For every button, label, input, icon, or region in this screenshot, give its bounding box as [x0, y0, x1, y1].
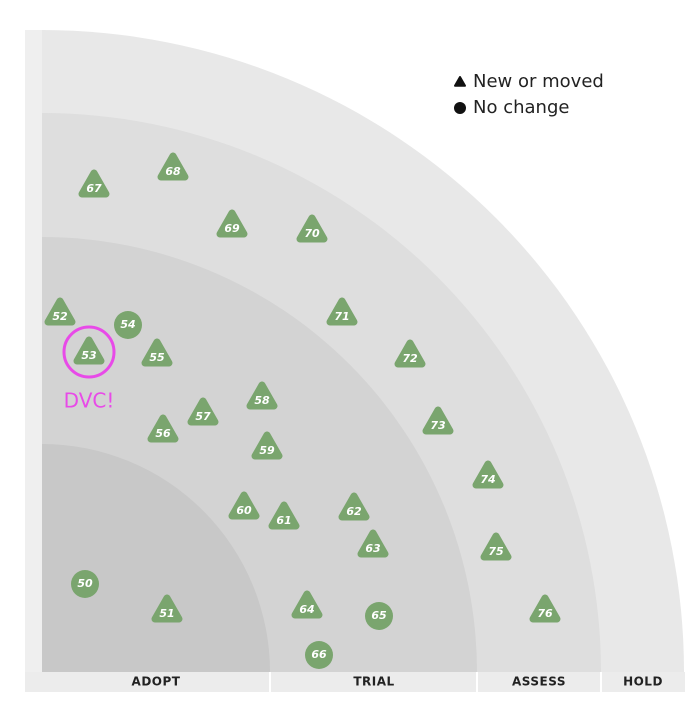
blip-triangle — [216, 209, 248, 238]
blip-label: 51 — [159, 607, 174, 620]
blip-label: 63 — [365, 542, 381, 555]
blip-circle — [114, 311, 142, 339]
blip: 74 — [472, 460, 504, 489]
ring-label: TRIAL — [353, 675, 394, 689]
blip: 52 — [44, 297, 76, 326]
blip-label: 75 — [488, 545, 504, 558]
blip-triangle — [147, 414, 179, 443]
blip-label: 68 — [165, 165, 181, 178]
blip-label: 52 — [52, 310, 68, 323]
blip-label: 55 — [149, 351, 165, 364]
blip: 73 — [422, 406, 454, 435]
blip: 75 — [480, 532, 512, 561]
blip-label: 74 — [480, 473, 495, 486]
blip: 56 — [147, 414, 179, 443]
blip-triangle — [480, 532, 512, 561]
blip-triangle — [296, 214, 328, 243]
blip-label: 60 — [236, 504, 252, 517]
blip: 55 — [141, 338, 173, 367]
blip-triangle — [394, 339, 426, 368]
blip-label: 57 — [195, 410, 211, 423]
blip-triangle — [151, 594, 183, 623]
ring-label-bar — [25, 672, 685, 692]
blip: 51 — [151, 594, 183, 623]
blip-label: 59 — [259, 444, 275, 457]
blip: 66 — [305, 641, 333, 669]
ring-label: HOLD — [623, 675, 663, 689]
blip: 63 — [357, 529, 389, 558]
legend-icon — [454, 102, 466, 114]
blip-triangle — [472, 460, 504, 489]
blip-label: 53 — [81, 349, 97, 362]
blip-triangle — [73, 336, 105, 365]
blip-circle — [305, 641, 333, 669]
blip: 72 — [394, 339, 426, 368]
blip-triangle — [44, 297, 76, 326]
blip-label: 76 — [537, 607, 553, 620]
ring-label: ADOPT — [132, 675, 181, 689]
left-strip — [25, 30, 42, 672]
blip-label: 62 — [346, 505, 362, 518]
blip-label: 66 — [311, 648, 327, 661]
blip-circle — [365, 602, 393, 630]
blip: 60 — [228, 491, 260, 520]
blip-circle — [71, 570, 99, 598]
blip: 59 — [251, 431, 283, 460]
blip-label: 64 — [299, 603, 314, 616]
blip: 76 — [529, 594, 561, 623]
legend-label: No change — [473, 97, 569, 118]
blip: 65 — [365, 602, 393, 630]
blip-triangle — [78, 169, 110, 198]
blip-label: 73 — [430, 419, 446, 432]
highlight-ring — [62, 325, 116, 379]
blip-triangle — [326, 297, 358, 326]
blip-label: 61 — [276, 514, 291, 527]
blip: 64 — [291, 590, 323, 619]
blip-label: 67 — [86, 182, 102, 195]
blip-triangle — [141, 338, 173, 367]
blip-label: 58 — [254, 394, 270, 407]
annotation: DVC! — [64, 389, 115, 413]
blip-label: 54 — [120, 318, 135, 331]
blip: 57 — [187, 397, 219, 426]
blip: 50 — [71, 570, 99, 598]
blip-triangle — [422, 406, 454, 435]
blip-triangle — [251, 431, 283, 460]
legend-label: New or moved — [473, 71, 604, 92]
blip-triangle — [338, 492, 370, 521]
blip-triangle — [228, 491, 260, 520]
blip-triangle — [246, 381, 278, 410]
blip: 62 — [338, 492, 370, 521]
blip-triangle — [529, 594, 561, 623]
blip-label: 50 — [77, 577, 93, 590]
blip: 61 — [268, 501, 300, 530]
ring-adopt — [42, 444, 270, 672]
blip-triangle — [357, 529, 389, 558]
blip: 69 — [216, 209, 248, 238]
blip-triangle — [291, 590, 323, 619]
blip-label: 56 — [155, 427, 171, 440]
blip: 71 — [326, 297, 358, 326]
blip: 53 — [73, 336, 105, 365]
blip-triangle — [187, 397, 219, 426]
blip: 67 — [78, 169, 110, 198]
blip: 68 — [157, 152, 189, 181]
blip-label: 71 — [334, 310, 349, 323]
blip-label: 72 — [402, 352, 418, 365]
blip-triangle — [268, 501, 300, 530]
ring-label: ASSESS — [512, 675, 566, 689]
blip-label: 70 — [304, 227, 320, 240]
blip: 58 — [246, 381, 278, 410]
blip-label: 65 — [371, 609, 387, 622]
legend-icon — [454, 76, 466, 87]
blip: 70 — [296, 214, 328, 243]
blip-triangle — [157, 152, 189, 181]
blip: 54 — [114, 311, 142, 339]
blip-label: 69 — [224, 222, 240, 235]
